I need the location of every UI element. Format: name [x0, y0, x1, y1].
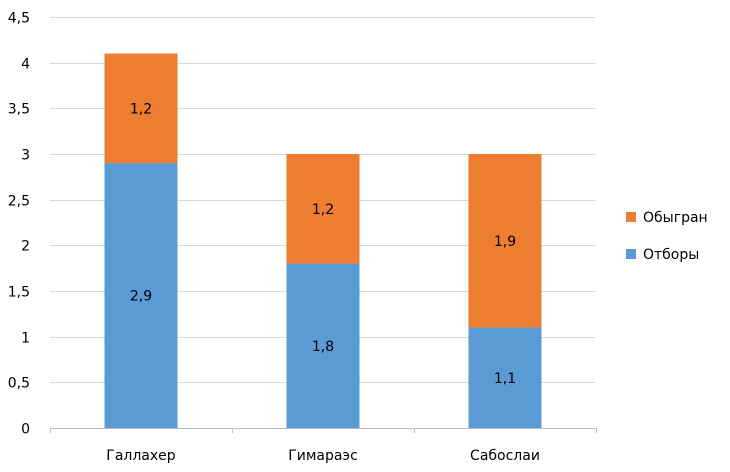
- x-category-label: Сабослаи: [470, 448, 540, 464]
- bar-otbory-1: [104, 163, 178, 428]
- data-label: 1,8: [312, 339, 334, 355]
- y-tick-label: 0,5: [8, 376, 30, 392]
- y-tick-label: 0: [21, 422, 30, 438]
- y-tick-label: 2: [21, 239, 30, 255]
- data-label: 1,2: [312, 202, 334, 218]
- data-label: 2,9: [130, 289, 152, 305]
- bars: [104, 53, 542, 428]
- y-tick-label: 2,5: [8, 194, 30, 210]
- bar-obygran-2: [286, 154, 360, 264]
- y-axis-tick-labels: 0 0,5 1 1,5 2 2,5 3 3,5 4 4,5: [8, 11, 30, 438]
- y-tick-label: 1: [21, 331, 30, 347]
- x-axis: Галлахер Гимараэс Сабослаи: [50, 428, 597, 464]
- bar-otbory-2: [286, 263, 360, 428]
- legend-swatch: [626, 249, 636, 259]
- data-label: 1,9: [494, 234, 516, 250]
- legend-label: Отборы: [643, 247, 699, 263]
- y-tick-label: 3: [21, 148, 30, 164]
- y-tick-label: 4,5: [8, 11, 30, 27]
- y-tick-label: 4: [21, 57, 30, 73]
- data-labels: 2,9 1,2 1,8 1,2 1,1 1,9: [130, 101, 516, 386]
- bar-obygran-3: [468, 154, 542, 328]
- data-label: 1,2: [130, 101, 152, 117]
- y-tick-label: 1,5: [8, 285, 30, 301]
- x-category-label: Гимараэс: [288, 448, 358, 464]
- legend-swatch: [626, 212, 636, 222]
- data-label: 1,1: [494, 371, 516, 387]
- legend: Обыгран Отборы: [626, 210, 708, 263]
- legend-label: Обыгран: [643, 210, 708, 226]
- x-category-label: Галлахер: [106, 448, 175, 464]
- y-tick-label: 3,5: [8, 102, 30, 118]
- bar-otbory-3: [468, 327, 542, 428]
- bar-obygran-1: [104, 53, 178, 164]
